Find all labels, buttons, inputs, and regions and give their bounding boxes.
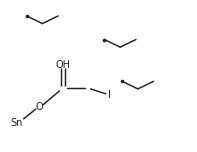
Text: I: I bbox=[108, 90, 111, 100]
Text: Sn: Sn bbox=[11, 118, 23, 128]
Text: O: O bbox=[36, 102, 43, 112]
Text: OH: OH bbox=[56, 60, 71, 70]
